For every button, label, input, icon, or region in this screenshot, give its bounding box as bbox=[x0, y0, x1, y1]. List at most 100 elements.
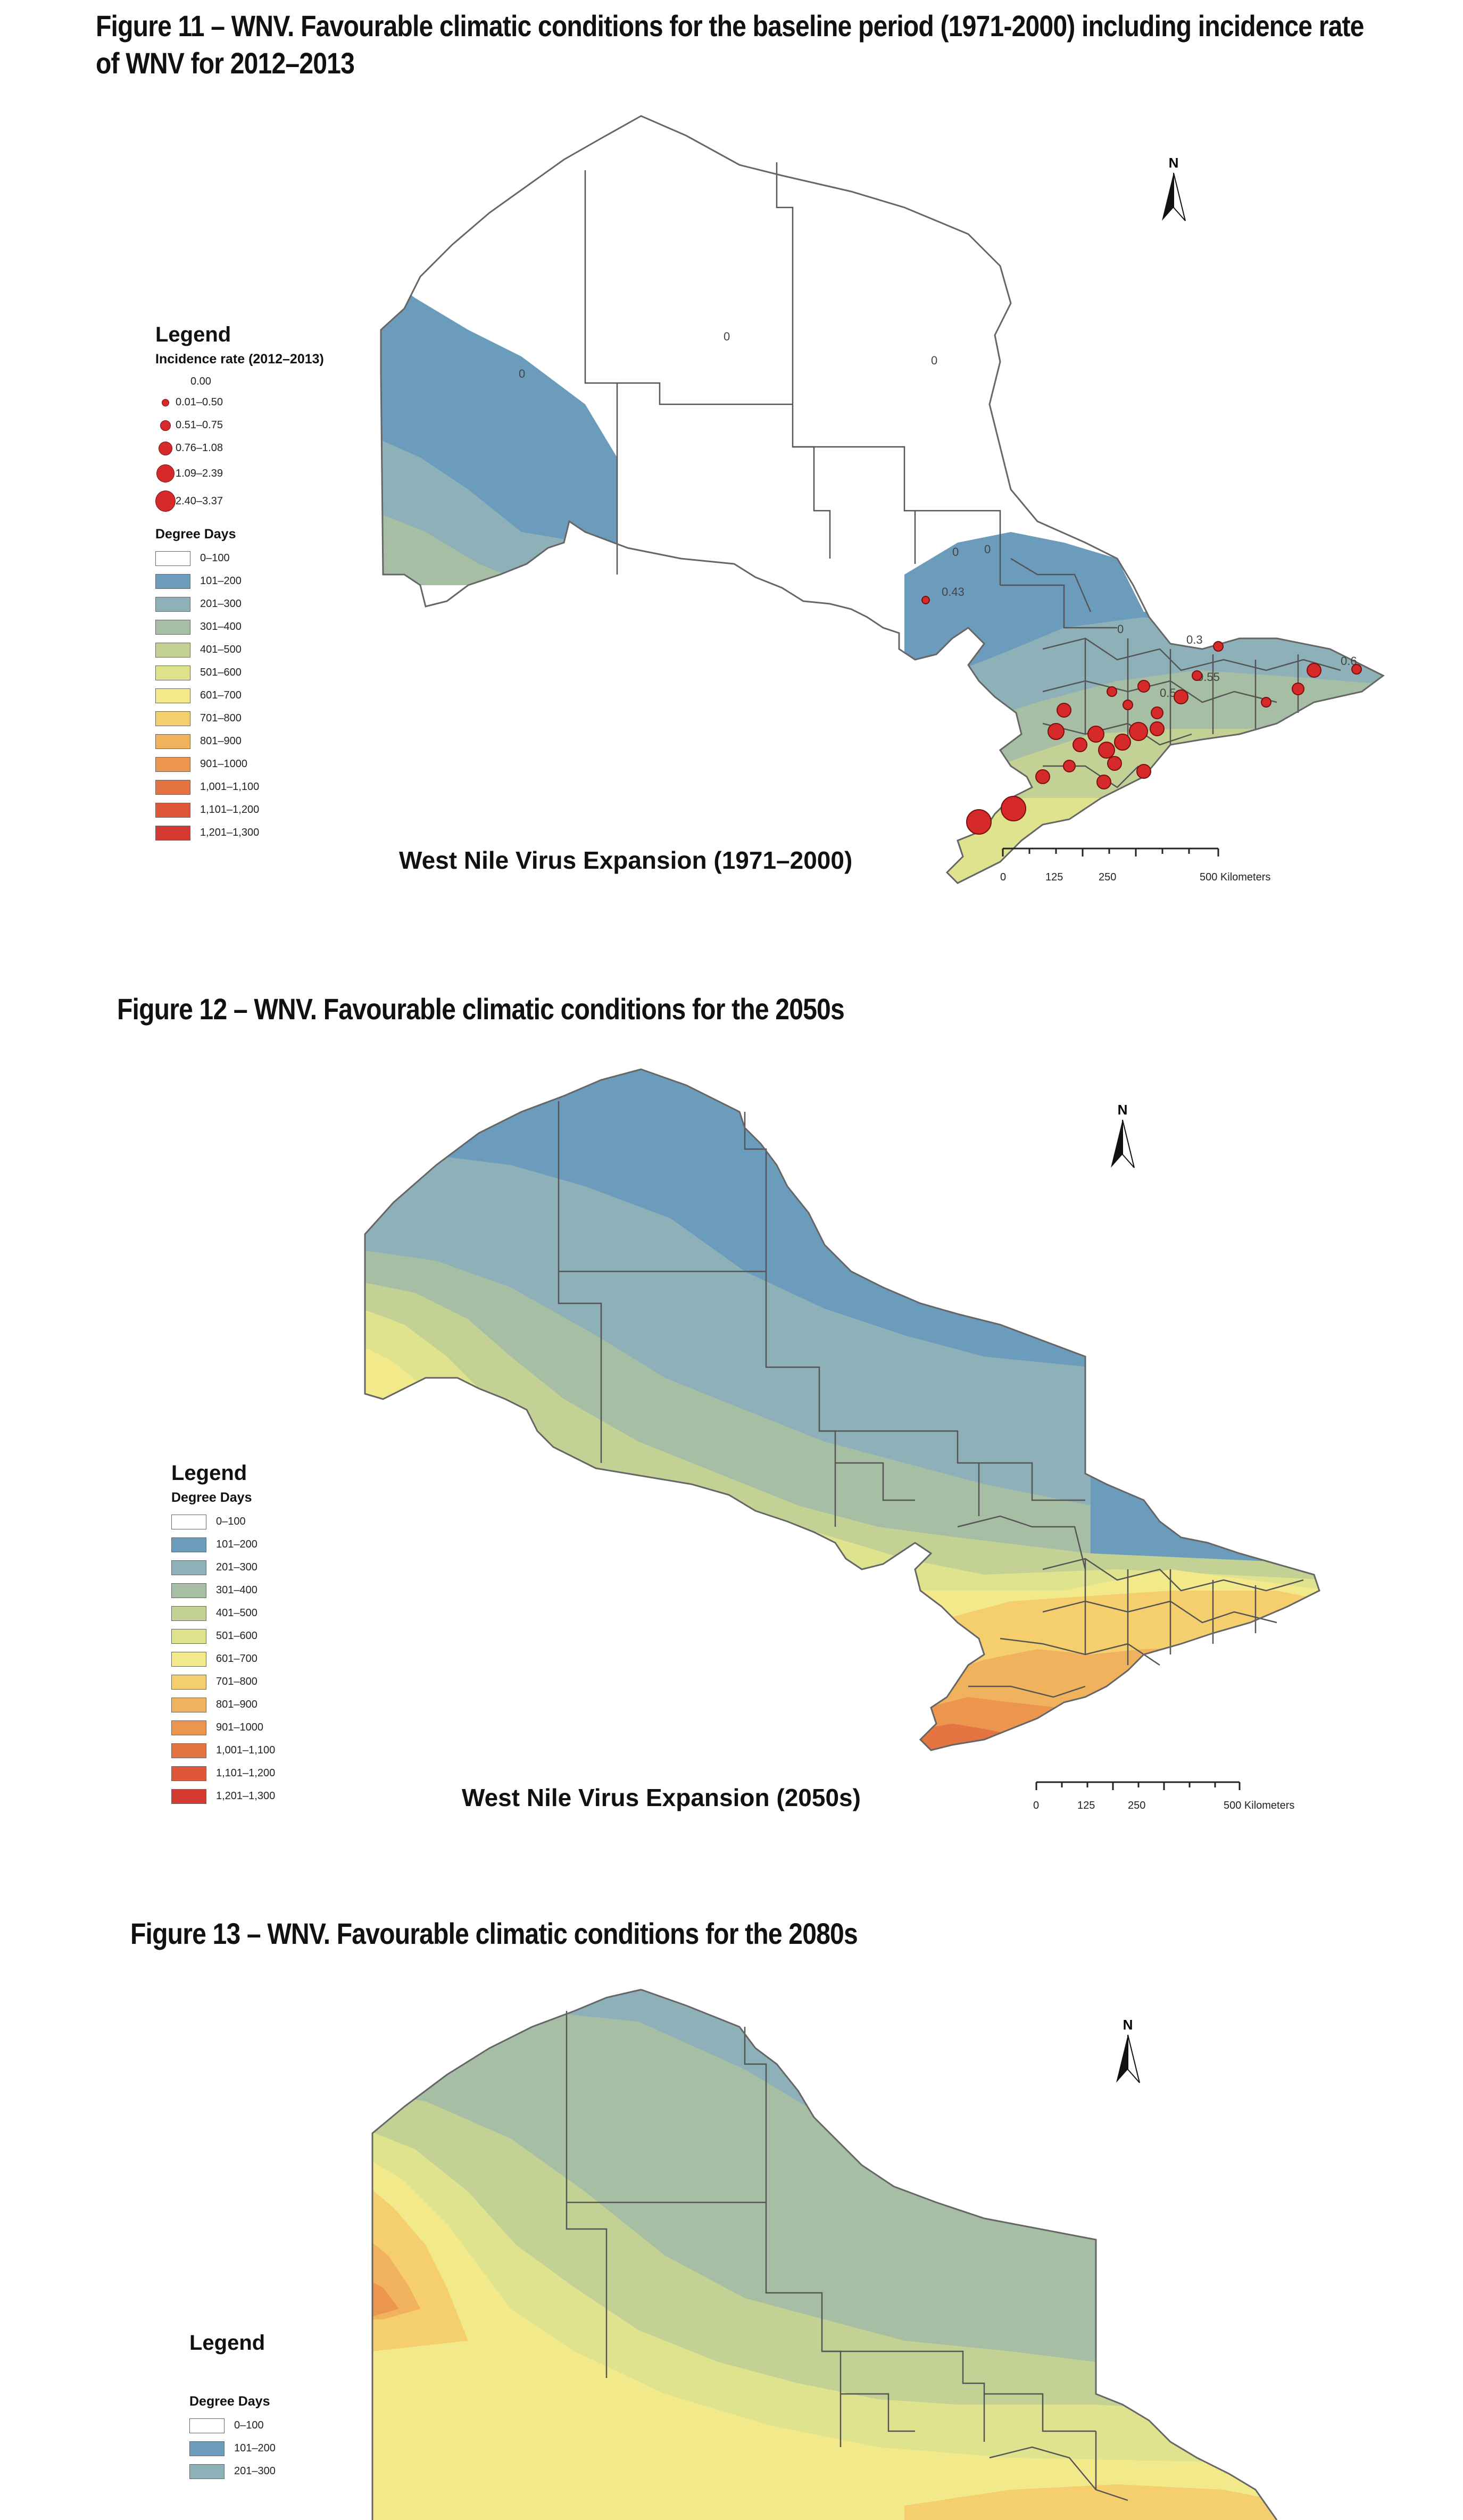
scale-label-0: 0 bbox=[1033, 1800, 1039, 1811]
incidence-dot bbox=[1087, 726, 1104, 743]
incidence-dot bbox=[1261, 697, 1271, 708]
zone-701-800-south bbox=[904, 2484, 1277, 2520]
incidence-dot bbox=[921, 596, 930, 604]
incidence-dot bbox=[1048, 723, 1065, 740]
dd-class-9: 901–1000 bbox=[155, 753, 324, 776]
ontario-outline bbox=[371, 1989, 1278, 2520]
scale-label-250: 250 bbox=[1128, 1800, 1145, 1811]
degree-days-title: Degree Days bbox=[189, 2394, 270, 2409]
incidence-class-3: 0.76–1.08 bbox=[155, 437, 324, 460]
dd-class-7: 701–800 bbox=[155, 707, 324, 730]
dd-class-10: 1,001–1,100 bbox=[171, 1739, 275, 1762]
zone-901-1000-west bbox=[372, 2277, 399, 2319]
scale-label-500: 500 Kilometers bbox=[1200, 871, 1270, 883]
district-boundaries bbox=[558, 1101, 1304, 1698]
dd-class-10: 1,001–1,100 bbox=[155, 776, 324, 799]
north-label: N bbox=[1123, 2017, 1133, 2033]
dd-class-2: 201–300 bbox=[189, 2460, 276, 2483]
dd-class-5: 501–600 bbox=[171, 1625, 275, 1648]
incidence-dot bbox=[1213, 641, 1224, 652]
figure-12-map-caption: West Nile Virus Expansion (2050s) bbox=[462, 1784, 861, 1811]
incidence-dot bbox=[1107, 756, 1122, 771]
dd-class-1: 101–200 bbox=[155, 570, 324, 593]
dd-class-8: 801–900 bbox=[171, 1693, 275, 1716]
dd-class-12: 1,201–1,300 bbox=[171, 1785, 275, 1808]
incidence-dot bbox=[1063, 760, 1076, 772]
figure-13-title: Figure 13 – WNV. Favourable climatic con… bbox=[130, 1917, 858, 1950]
incidence-dots bbox=[921, 596, 1362, 835]
incidence-class-1: 0.01–0.50 bbox=[155, 391, 324, 414]
scale-label-125: 125 bbox=[1077, 1800, 1095, 1811]
incidence-class-2: 0.51–0.75 bbox=[155, 414, 324, 437]
figure-11-map: 0 0 0 0 0 0.43 0 0.3 0.55 0.5 0.6 bbox=[380, 115, 1385, 884]
incidence-dot bbox=[1351, 664, 1362, 675]
dd-class-8: 801–900 bbox=[155, 730, 324, 753]
degree-days-title: Degree Days bbox=[171, 1490, 252, 1505]
scale-label-500: 500 Kilometers bbox=[1224, 1800, 1294, 1811]
zone-601-700 bbox=[372, 2155, 1277, 2520]
dd-class-6: 601–700 bbox=[171, 1648, 275, 1670]
figure-11-title-line-2: of WNV for 2012–2013 bbox=[96, 46, 355, 80]
ontario-outline bbox=[380, 115, 1385, 884]
incidence-dot bbox=[1073, 737, 1087, 752]
region-label: 0 bbox=[931, 354, 937, 367]
scale-label-250: 250 bbox=[1099, 871, 1116, 883]
incidence-dot bbox=[1114, 734, 1131, 751]
degree-days-title: Degree Days bbox=[155, 527, 236, 542]
legend-title: Legend bbox=[171, 1461, 247, 1485]
region-label: 0 bbox=[1117, 622, 1124, 636]
region-label: 0 bbox=[724, 330, 730, 343]
figure-11-title-line-1: Figure 11 – WNV. Favourable climatic con… bbox=[96, 9, 1364, 43]
north-arrow: N bbox=[1116, 2017, 1140, 2083]
incidence-dot bbox=[1174, 689, 1188, 704]
figure-12-legend: Legend Degree Days 0–100 101–200 201–300… bbox=[171, 1460, 275, 1808]
figure-11-map-caption: West Nile Virus Expansion (1971–2000) bbox=[399, 846, 853, 874]
incidence-class-4: 1.09–2.39 bbox=[155, 460, 324, 487]
incidence-class-0: 0.00 bbox=[190, 375, 211, 387]
incidence-dot bbox=[1137, 680, 1150, 693]
region-label: 0.43 bbox=[942, 585, 965, 598]
incidence-dot bbox=[1136, 764, 1151, 779]
incidence-dot bbox=[1123, 700, 1133, 710]
region-label: 0 bbox=[519, 367, 525, 380]
incidence-dot bbox=[1107, 686, 1117, 697]
incidence-dot bbox=[1035, 769, 1050, 784]
incidence-dot bbox=[1096, 775, 1111, 789]
dd-class-4: 401–500 bbox=[171, 1602, 275, 1625]
north-arrow: N bbox=[1111, 1102, 1135, 1168]
incidence-dot bbox=[1057, 703, 1071, 718]
dd-class-0: 0–100 bbox=[189, 2414, 276, 2437]
north-label: N bbox=[1118, 1102, 1128, 1118]
ontario-outline bbox=[364, 1068, 1320, 1751]
dd-class-2: 201–300 bbox=[171, 1556, 275, 1579]
figure-13-map: N bbox=[371, 1989, 1278, 2520]
incidence-dot bbox=[1292, 683, 1304, 695]
incidence-dot bbox=[1192, 670, 1202, 681]
district-boundaries bbox=[566, 2011, 1128, 2501]
incidence-dot bbox=[1151, 706, 1163, 719]
scale-label-0: 0 bbox=[1000, 871, 1006, 883]
dd-class-1: 101–200 bbox=[189, 2437, 276, 2460]
figure-11-legend: Legend Incidence rate (2012–2013) 0.00 0… bbox=[155, 322, 324, 844]
zone-201-300-south bbox=[904, 617, 1383, 883]
dd-class-7: 701–800 bbox=[171, 1670, 275, 1693]
north-label: N bbox=[1169, 155, 1179, 171]
region-label: 0 bbox=[984, 543, 991, 556]
scale-bar bbox=[1002, 847, 1219, 856]
dd-class-11: 1,101–1,200 bbox=[155, 799, 324, 821]
dd-class-5: 501–600 bbox=[155, 661, 324, 684]
incidence-dot bbox=[1098, 742, 1115, 759]
north-arrow: N bbox=[1162, 155, 1186, 221]
dd-class-0: 0–100 bbox=[155, 547, 324, 570]
incidence-dot bbox=[1150, 721, 1165, 736]
zone-301-400-nw bbox=[381, 511, 532, 585]
dd-class-11: 1,101–1,200 bbox=[171, 1762, 275, 1785]
incidence-dot bbox=[1129, 722, 1148, 741]
incidence-dot bbox=[1001, 796, 1026, 821]
region-label: 0.3 bbox=[1186, 633, 1203, 646]
figure-12-title: Figure 12 – WNV. Favourable climatic con… bbox=[117, 992, 845, 1026]
figure-12-map: N 0 125 250 500 Kilometers bbox=[364, 1068, 1320, 1811]
incidence-rate-title: Incidence rate (2012–2013) bbox=[155, 352, 324, 367]
dd-class-3: 301–400 bbox=[155, 616, 324, 638]
dd-class-0: 0–100 bbox=[171, 1510, 275, 1533]
